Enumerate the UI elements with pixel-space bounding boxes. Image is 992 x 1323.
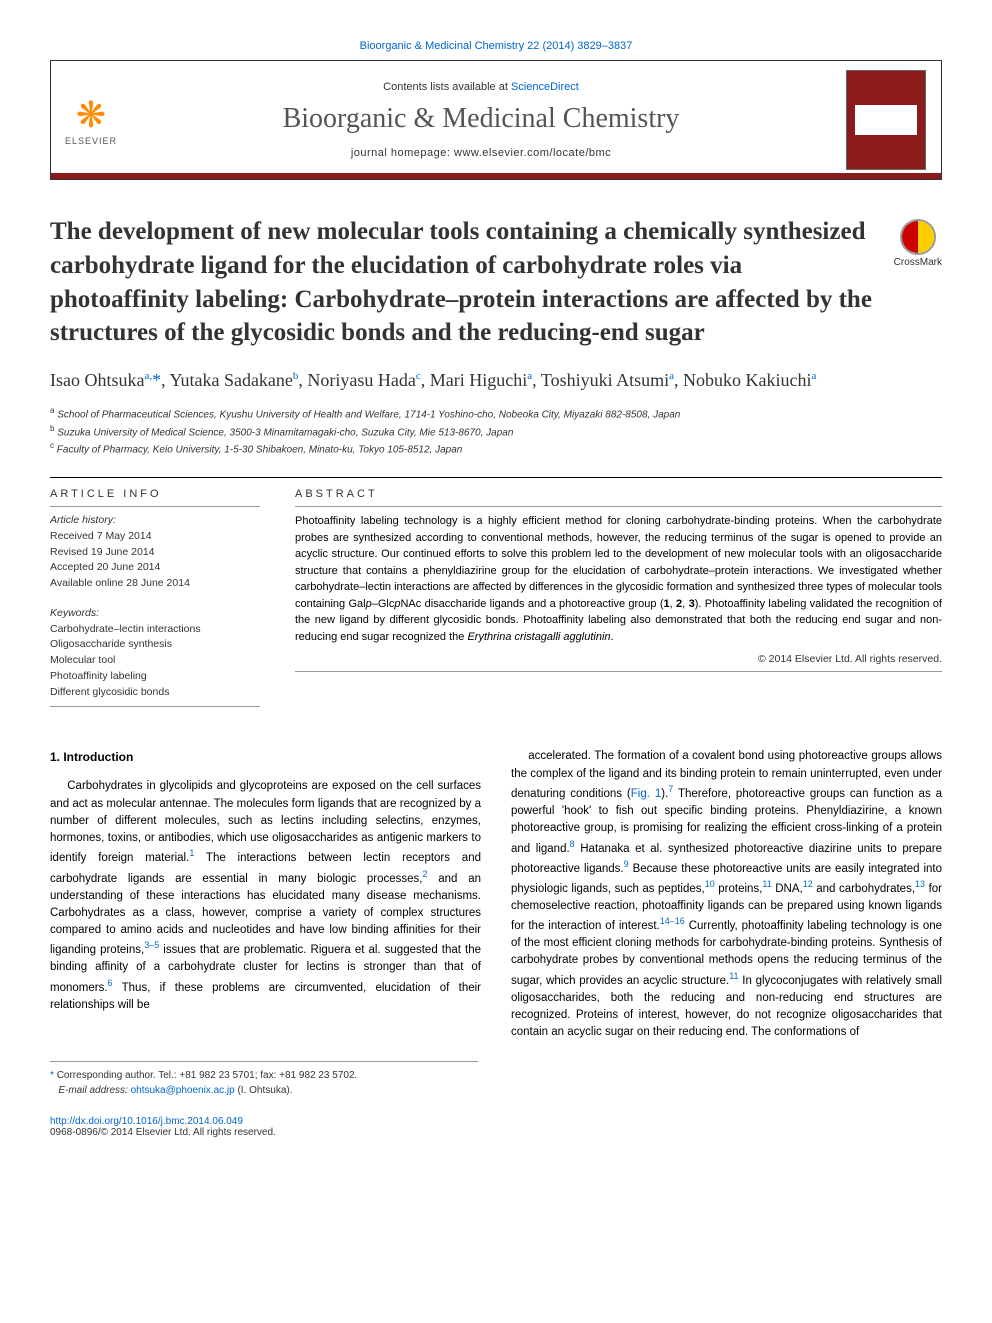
corr-symbol: * [50,1070,54,1081]
article-history: Article history: Received 7 May 2014 Rev… [50,513,260,592]
intro-paragraph-2: accelerated. The formation of a covalent… [511,748,942,1041]
top-citation[interactable]: Bioorganic & Medicinal Chemistry 22 (201… [50,40,942,52]
email-label: E-mail address: [58,1085,130,1096]
affiliation-c: c Faculty of Pharmacy, Keio University, … [50,440,942,457]
thin-divider [50,706,260,707]
abstract-label: abstract [295,488,942,500]
thin-divider [295,671,942,672]
crossmark-label: CrossMark [894,257,942,268]
journal-homepage[interactable]: journal homepage: www.elsevier.com/locat… [141,147,821,159]
journal-header: ❋ ELSEVIER Contents lists available at S… [50,60,942,180]
intro-paragraph-1: Carbohydrates in glycolipids and glycopr… [50,778,481,1014]
journal-name: Bioorganic & Medicinal Chemistry [141,103,821,135]
contents-line: Contents lists available at ScienceDirec… [141,81,821,93]
sciencedirect-link[interactable]: ScienceDirect [511,81,579,93]
corresponding-author-footer: * Corresponding author. Tel.: +81 982 23… [50,1061,478,1098]
authors: Isao Ohtsukaa,*, Yutaka Sadakaneb, Noriy… [50,368,942,393]
copyright-line: © 2014 Elsevier Ltd. All rights reserved… [295,653,942,665]
history-online: Available online 28 June 2014 [50,576,260,592]
body-column-right: accelerated. The formation of a covalent… [511,748,942,1041]
crossmark-badge[interactable]: CrossMark [894,219,942,268]
header-accent-bar [51,173,941,179]
corr-contact: Corresponding author. Tel.: +81 982 23 5… [57,1070,358,1081]
keyword-item: Oligosaccharide synthesis [50,637,260,653]
affiliation-b: b Suzuka University of Medical Science, … [50,423,942,440]
thin-divider [295,506,942,507]
journal-cover-thumb[interactable] [846,70,926,170]
contents-prefix: Contents lists available at [383,81,511,93]
thin-divider [50,506,260,507]
keyword-item: Different glycosidic bonds [50,685,260,701]
keyword-item: Photoaffinity labeling [50,669,260,685]
body-column-left: 1. Introduction Carbohydrates in glycoli… [50,748,481,1041]
keyword-item: Molecular tool [50,653,260,669]
article-title: The development of new molecular tools c… [50,215,879,350]
keywords-label: Keywords: [50,606,260,622]
abstract-text: Photoaffinity labeling technology is a h… [295,513,942,645]
elsevier-tree-icon: ❋ [76,94,106,136]
keyword-item: Carbohydrate–lectin interactions [50,622,260,638]
elsevier-logo[interactable]: ❋ ELSEVIER [51,84,131,156]
section-divider [50,477,942,478]
corr-email-link[interactable]: ohtsuka@phoenix.ac.jp [131,1085,235,1096]
history-revised: Revised 19 June 2014 [50,545,260,561]
section-1-heading: 1. Introduction [50,748,481,766]
corr-email-who: (I. Ohtsuka). [235,1085,293,1096]
doi-link[interactable]: http://dx.doi.org/10.1016/j.bmc.2014.06.… [50,1116,243,1127]
affiliation-a: a School of Pharmaceutical Sciences, Kyu… [50,405,942,422]
issn-line: 0968-0896/© 2014 Elsevier Ltd. All right… [50,1127,942,1138]
history-accepted: Accepted 20 June 2014 [50,560,260,576]
history-received: Received 7 May 2014 [50,529,260,545]
article-info-label: article info [50,488,260,500]
doi-footer: http://dx.doi.org/10.1016/j.bmc.2014.06.… [50,1116,942,1138]
crossmark-icon [900,219,936,255]
affiliations: a School of Pharmaceutical Sciences, Kyu… [50,405,942,457]
history-label: Article history: [50,513,260,529]
keywords-block: Keywords: Carbohydrate–lectin interactio… [50,606,260,701]
elsevier-label: ELSEVIER [65,136,117,146]
